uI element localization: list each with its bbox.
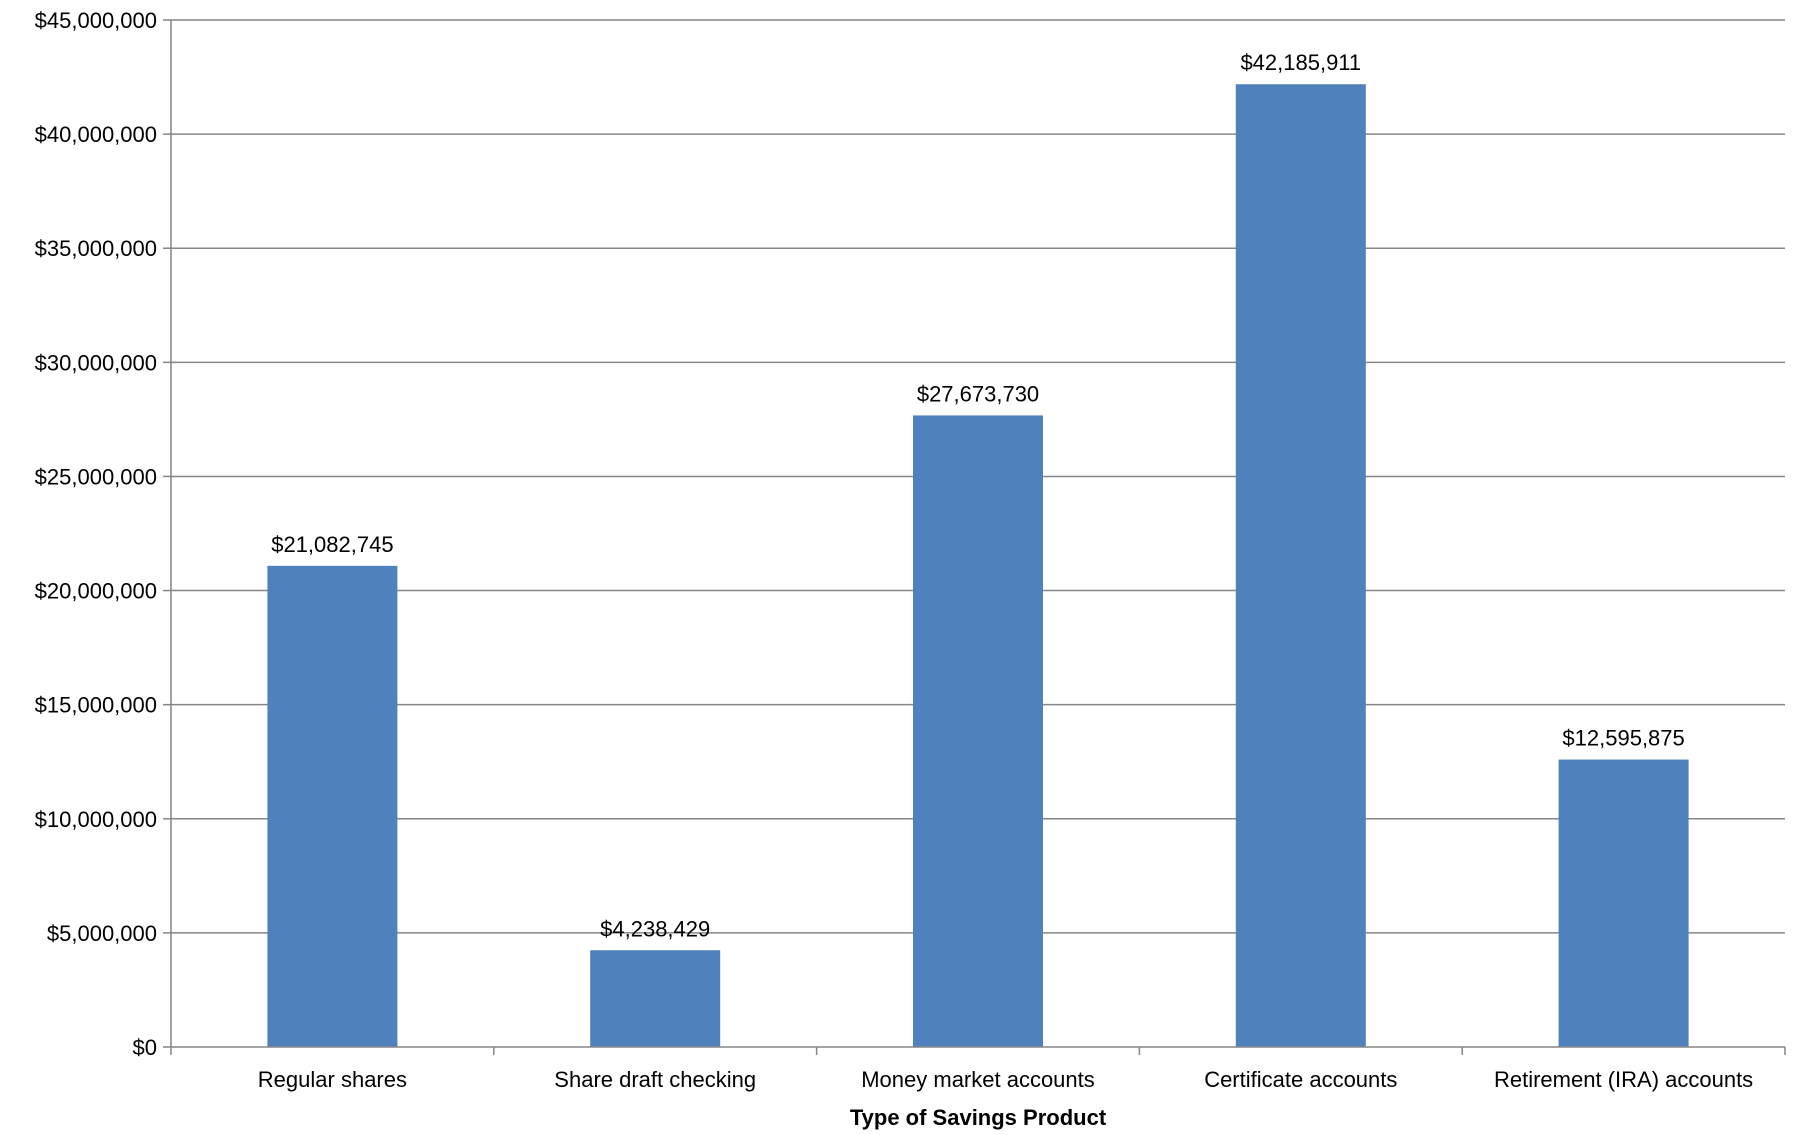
x-tick-label: Retirement (IRA) accounts: [1494, 1067, 1753, 1092]
bar: [1235, 84, 1366, 1048]
data-label: $27,673,730: [917, 381, 1039, 406]
x-tick-label: Certificate accounts: [1204, 1067, 1397, 1092]
y-tick-label: $5,000,000: [47, 921, 157, 946]
x-tick-label: Regular shares: [258, 1067, 407, 1092]
bar: [1558, 759, 1689, 1047]
bars: [267, 84, 1689, 1048]
y-tick-label: $25,000,000: [35, 464, 157, 489]
data-label: $21,082,745: [271, 532, 393, 557]
labels: $0 $5,000,000 $10,000,000 $15,000,000 $20,00…: [35, 8, 1754, 1092]
y-tick-label: $15,000,000: [35, 693, 157, 718]
y-tick-label: $20,000,000: [35, 579, 157, 604]
bar: [590, 950, 721, 1047]
x-axis-title: Type of Savings Product: [850, 1105, 1107, 1130]
bar: [267, 565, 398, 1047]
y-tick-label: $45,000,000: [35, 8, 157, 33]
y-tick-label: $35,000,000: [35, 236, 157, 261]
data-label: $42,185,911: [1240, 50, 1361, 75]
axes: [163, 19, 1786, 1055]
data-label: $12,595,875: [1562, 726, 1684, 751]
x-tick-label: Share draft checking: [554, 1067, 756, 1092]
y-tick-label: $30,000,000: [35, 350, 157, 375]
bar: [913, 415, 1043, 1048]
y-tick-label: $0: [133, 1035, 157, 1060]
y-tick-label: $10,000,000: [35, 807, 157, 832]
y-tick-label: $40,000,000: [35, 122, 157, 147]
data-label: $4,238,429: [600, 916, 710, 941]
x-tick-label: Money market accounts: [861, 1067, 1095, 1092]
